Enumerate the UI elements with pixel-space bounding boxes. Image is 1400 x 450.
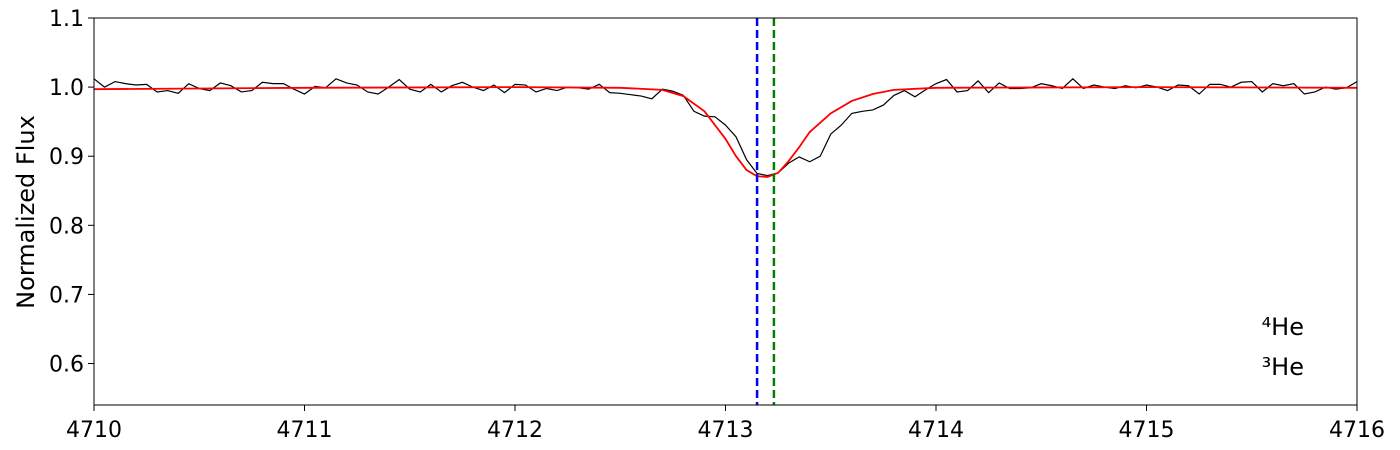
y-tick-label: 0.9: [49, 145, 84, 170]
data-line: [93, 77, 1358, 177]
x-tick-label: 4716: [1329, 418, 1385, 443]
x-tick-label: 4713: [698, 418, 754, 443]
annotation: ⁴He: [1262, 313, 1304, 341]
x-tick-label: 4711: [277, 418, 333, 443]
x-tick-label: 4712: [487, 418, 543, 443]
y-tick-label: 0.6: [49, 353, 84, 378]
data-line: [93, 86, 1358, 178]
x-tick-label: 4714: [908, 418, 964, 443]
x-tick-label: 4715: [1119, 418, 1175, 443]
plot-frame: [93, 17, 1358, 406]
y-axis-label: Normalized Flux: [12, 115, 40, 309]
y-tick-label: 1.0: [49, 76, 84, 101]
y-tick-label: 0.8: [49, 214, 84, 239]
y-tick-label: 0.7: [49, 283, 84, 308]
annotation: ³He: [1262, 353, 1304, 381]
x-tick-label: 4710: [66, 418, 122, 443]
y-tick-label: 1.1: [49, 7, 84, 32]
